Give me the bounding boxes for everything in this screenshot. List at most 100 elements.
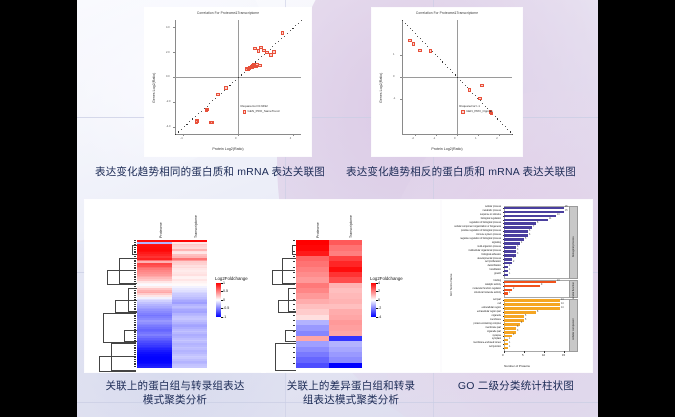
go-bar: [504, 342, 508, 346]
heatmap-cell: [137, 257, 172, 260]
heatmap-cell: [137, 240, 172, 243]
heatmap-cell: [296, 309, 329, 316]
go-bar: [504, 307, 560, 310]
go-category-label: cell: [497, 302, 501, 305]
heatmap-cell: [172, 343, 207, 346]
guide-line-horizontal-3: [77, 402, 598, 403]
heatmap-cell: [296, 272, 329, 278]
dendrogram-branch: [288, 287, 296, 313]
scatter-point: [195, 119, 199, 123]
scatter-fit-dash: [444, 64, 446, 66]
heatmap-legend-tick-label: 1: [223, 280, 225, 285]
go-category-tick: [502, 281, 504, 283]
heatmap-cell: [172, 357, 207, 360]
caption-bottom-left-line2: 模式聚类分析: [142, 394, 208, 406]
scatter-fit-dash: [266, 51, 268, 53]
heatmap-cell: [172, 288, 207, 291]
heatmap-cell: [172, 250, 207, 253]
scatter-fit-dash: [286, 32, 288, 35]
heatmap-cell: [137, 300, 172, 303]
heatmap-cell: [137, 346, 172, 349]
go-bar-value: 1: [509, 273, 511, 276]
heatmap-cell: [137, 311, 172, 314]
dendrogram-branch: [115, 300, 137, 314]
heatmap-column-label: Proteome: [316, 222, 321, 238]
heatmap-cell: [137, 359, 172, 362]
go-group-strip-label: cellular component: [572, 317, 575, 340]
scatter-x-tick-label: 4: [289, 136, 292, 140]
scatter-legend-label: GEN_PRO_SameTrend: [247, 108, 280, 113]
go-bar-value: 3: [517, 326, 519, 329]
scatter-fit-dash: [509, 131, 511, 133]
go-bar: [504, 210, 564, 214]
heatmap-column-label: Transcriptome: [193, 215, 198, 238]
heatmap-cell: [172, 264, 207, 268]
heatmap-deg-associated: Proteome Transcriptome Log2Foldchange 4 2 0 -2…: [262, 200, 440, 372]
heatmap-legend-tick: [221, 299, 223, 301]
scatter-fit-dash: [186, 123, 188, 125]
go-category-tick: [502, 270, 504, 272]
go-bar: [504, 315, 524, 318]
scatter-fit-dash: [432, 51, 434, 53]
scatter-fit-dash: [260, 56, 262, 58]
scatter-fit-dash: [427, 45, 429, 47]
scatter-legend-title: Rsquare/cor=0.9492: [240, 104, 268, 109]
heatmap-cell: [172, 279, 207, 282]
scatter-point: [262, 48, 266, 53]
heatmap-cell: [137, 325, 172, 328]
heatmap-cell: [137, 323, 172, 326]
heatmap-cell: [329, 250, 362, 257]
scatter-legend-title: Rsquare/cor=-1: [459, 104, 480, 109]
go-category-tick: [502, 347, 504, 349]
heatmap-cell: [172, 268, 207, 271]
scatter-fit-dash: [454, 74, 456, 76]
scatter-fit-dash: [422, 40, 424, 42]
scatter-fit-dash: [477, 97, 479, 99]
go-bar: [504, 334, 512, 338]
go-bar-value: 1: [509, 338, 511, 341]
heatmap-cell: [172, 336, 207, 339]
heatmap-cell: [296, 282, 329, 289]
dendrogram-branch: [284, 330, 296, 342]
dendrogram-branch: [274, 343, 296, 371]
heatmap-cell: [137, 336, 172, 339]
dendrogram-branch: [102, 313, 137, 343]
scatter-x-tick: [435, 134, 437, 136]
heatmap-cell: [137, 309, 172, 312]
heatmap-legend-tick-label: -1: [223, 314, 227, 319]
heatmap-cell: [137, 337, 172, 340]
go-category-label: negative regulation of biological proces…: [460, 237, 501, 240]
heatmap-cell: [172, 352, 207, 355]
scatter-fit-dash: [192, 118, 194, 120]
scatter-y-tick-label: 0.0: [166, 75, 170, 79]
heatmap-cell: [137, 339, 172, 342]
go-category-tick: [502, 320, 504, 321]
go-category-tick: [502, 262, 504, 264]
scatter-fit-dash: [175, 134, 177, 136]
go-bar: [504, 303, 560, 306]
go-bar: [504, 292, 508, 296]
go-category-tick: [502, 254, 504, 256]
caption-bottom-left: 关联上的蛋白组与转录组表达 模式聚类分析: [87, 379, 263, 407]
dendrogram-branch: [271, 270, 296, 286]
heatmap-cell: [137, 312, 172, 316]
go-bar-value: 2: [513, 287, 515, 290]
scatter-fit-dash: [494, 115, 496, 117]
heatmap-cell: [172, 266, 207, 269]
heatmap-grid: [296, 240, 362, 369]
heatmap-cell: [137, 289, 172, 292]
scatter-y-tick-label: 2.0: [166, 50, 170, 54]
heatmap-cell: [137, 330, 172, 333]
heatmap-legend-tick: [376, 282, 378, 284]
heatmap-cell: [137, 288, 172, 291]
heatmap-cell: [137, 305, 172, 308]
heatmap-cell: [296, 352, 329, 358]
go-bar: [504, 338, 508, 342]
scatter-fit-dash: [487, 108, 489, 110]
heatmap-cell: [137, 241, 172, 244]
scatter-fit-dash: [292, 27, 294, 29]
go-x-tick-label: 10: [542, 353, 546, 357]
heatmap-cell: [329, 277, 362, 284]
scatter-fit-dash: [447, 66, 449, 68]
go-group-strip: biological process: [569, 206, 578, 279]
